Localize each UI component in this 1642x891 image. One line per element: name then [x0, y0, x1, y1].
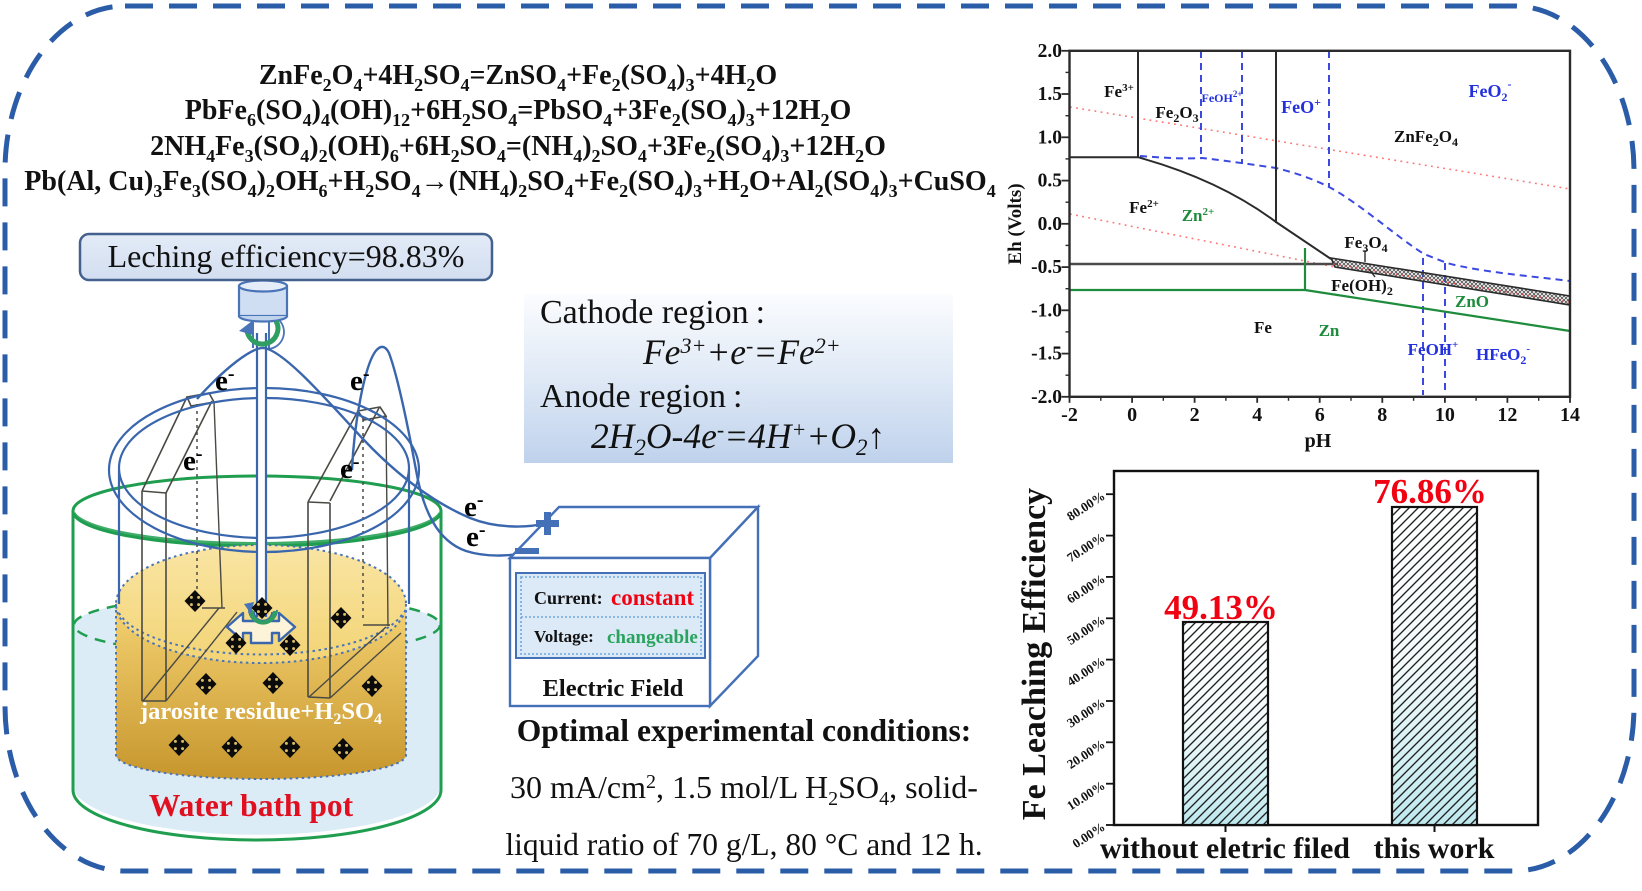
svg-text:without eletric filed: without eletric filed [1100, 832, 1350, 865]
svg-text:HFeO2​-​: HFeO2​-​ [1476, 343, 1530, 367]
svg-text:10.00%: 10.00% [1064, 778, 1108, 814]
svg-text:e-: e- [340, 451, 360, 485]
svg-text:Fe3​O4​: Fe3​O4​ [1344, 233, 1387, 255]
svg-text:Fe Leaching Efficiency: Fe Leaching Efficiency [1016, 488, 1053, 820]
svg-text:2NH4​Fe3​(SO4​)2​(OH)6​+6H2​SO: 2NH4​Fe3​(SO4​)2​(OH)6​+6H2​SO4​=(NH4​)2… [150, 131, 886, 166]
svg-text:70.00%: 70.00% [1064, 530, 1108, 566]
svg-text:e-: e- [466, 519, 486, 553]
svg-text:changeable: changeable [607, 627, 698, 648]
svg-text:40.00%: 40.00% [1064, 654, 1108, 690]
svg-text:Fe2​O3​: Fe2​O3​ [1155, 103, 1198, 125]
svg-text:FeOH2+​: FeOH2+​ [1202, 89, 1243, 105]
svg-text:2: 2 [1190, 404, 1200, 426]
svg-text:Optimal experimental condition: Optimal experimental conditions: [517, 713, 972, 748]
svg-text:2H2​O-4e-​=4H+​+O2​↑: 2H2​O-4e-​=4H+​+O2​↑ [591, 416, 885, 460]
svg-text:49.13%: 49.13% [1164, 588, 1278, 627]
svg-text:FeOH+​: FeOH+​ [1408, 339, 1459, 359]
svg-text:0: 0 [1127, 404, 1137, 426]
svg-text:Cathode region:: Cathode region: [540, 294, 765, 331]
svg-text:-2: -2 [1061, 404, 1078, 426]
svg-text:Zn: Zn [1319, 321, 1340, 340]
svg-text:10: 10 [1435, 404, 1455, 426]
svg-text:ZnFe2​O4​: ZnFe2​O4​ [1394, 127, 1458, 149]
svg-text:pH: pH [1305, 430, 1332, 452]
svg-text:-2.0: -2.0 [1031, 387, 1062, 408]
svg-text:Zn2+​: Zn2+​ [1182, 206, 1215, 225]
svg-text:14: 14 [1560, 404, 1580, 426]
svg-text:Current:: Current: [534, 588, 603, 608]
svg-text:-0.5: -0.5 [1031, 257, 1062, 278]
svg-text:80.00%: 80.00% [1064, 488, 1108, 524]
svg-text:6: 6 [1315, 404, 1325, 426]
svg-text:FeO2​-​: FeO2​-​ [1469, 77, 1512, 104]
svg-text:PbFe6​(SO4​)4​(OH)12​+6H2​SO4​: PbFe6​(SO4​)4​(OH)12​+6H2​SO4​=PbSO4​+3F… [185, 95, 852, 130]
svg-text:Leching efficiency=98.83%: Leching efficiency=98.83% [108, 238, 465, 274]
svg-text:4: 4 [1252, 404, 1262, 426]
svg-text:-1.5: -1.5 [1031, 344, 1062, 365]
svg-text:1.0: 1.0 [1038, 127, 1062, 148]
svg-text:ZnFe2​O4​+4H2​SO4​=ZnSO4​+Fe2​: ZnFe2​O4​+4H2​SO4​=ZnSO4​+Fe2​(SO4​)3​+4… [259, 60, 777, 95]
svg-text:1.5: 1.5 [1038, 84, 1063, 105]
svg-text:Fe3+​+e-​=Fe2+​: Fe3+​+e-​=Fe2+​ [642, 332, 841, 372]
svg-text:jarosite residue+H2​SO4​: jarosite residue+H2​SO4​ [139, 698, 382, 728]
svg-text:this work: this work [1374, 832, 1495, 865]
svg-text:ZnO: ZnO [1455, 292, 1489, 311]
svg-text:8: 8 [1377, 404, 1387, 426]
svg-text:Electric Field: Electric Field [543, 675, 684, 702]
svg-text:0.5: 0.5 [1038, 171, 1063, 192]
svg-text:-1.0: -1.0 [1031, 300, 1062, 321]
svg-text:constant: constant [611, 585, 694, 610]
svg-text:Anode region:: Anode region: [540, 378, 742, 415]
svg-text:50.00%: 50.00% [1064, 612, 1108, 648]
svg-text:30.00%: 30.00% [1064, 695, 1108, 731]
svg-text:Fe(OH)2​: Fe(OH)2​ [1331, 276, 1393, 298]
svg-text:76.86%: 76.86% [1373, 472, 1487, 511]
svg-text:30 mA/cm2​, 1.5 mol/L H2​SO4​,: 30 mA/cm2​, 1.5 mol/L H2​SO4​, solid- [510, 769, 978, 810]
svg-text:FeO+​: FeO+​ [1281, 95, 1321, 117]
svg-text:Voltage:: Voltage: [534, 627, 594, 646]
svg-text:liquid ratio of 70 g/L, 80 °C: liquid ratio of 70 g/L, 80 °C and 12 h. [505, 827, 982, 862]
svg-text:12: 12 [1497, 404, 1517, 426]
svg-text:Eh (Volts): Eh (Volts) [1005, 183, 1026, 264]
svg-text:e-: e- [464, 489, 484, 523]
svg-text:Fe2+​: Fe2+​ [1129, 198, 1159, 217]
svg-text:Fe: Fe [1254, 318, 1272, 337]
svg-text:60.00%: 60.00% [1064, 571, 1108, 607]
svg-text:2.0: 2.0 [1038, 41, 1062, 62]
svg-text:e-: e- [350, 363, 370, 397]
svg-text:Water bath pot: Water bath pot [149, 788, 354, 823]
svg-text:e-: e- [215, 363, 235, 397]
svg-text:e-: e- [183, 443, 203, 477]
svg-text:0.0: 0.0 [1038, 214, 1062, 235]
svg-text:20.00%: 20.00% [1064, 736, 1108, 772]
svg-text:Pb(Al, Cu)3​Fe3​(SO4​)2​OH6​+H: Pb(Al, Cu)3​Fe3​(SO4​)2​OH6​+H2​SO4​→(NH… [24, 166, 995, 201]
svg-text:Fe3+​: Fe3+​ [1104, 82, 1134, 101]
